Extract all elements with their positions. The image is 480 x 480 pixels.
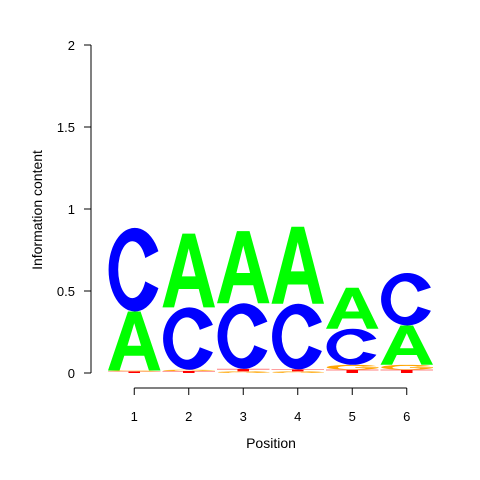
y-axis: 0 0.5 1 1.5 2	[57, 38, 92, 381]
logo-letter-G-pos1	[108, 370, 161, 372]
logo-letter-G-pos6	[381, 364, 433, 370]
logo-letter-G-pos4	[272, 371, 324, 374]
logo-letter-T-pos6	[380, 369, 433, 373]
logo-letters	[108, 226, 433, 374]
logo-letter-G-pos5	[326, 364, 379, 370]
logo-letter-A-pos2	[162, 233, 215, 308]
y-tick-label: 0.5	[57, 284, 75, 299]
logo-letter-C-pos2	[163, 307, 213, 370]
logo-letter-C-pos3	[217, 303, 268, 369]
y-tick-label: 2	[68, 38, 75, 53]
logo-letter-A-pos6	[380, 325, 433, 365]
y-tick-label: 1.5	[57, 120, 75, 135]
logo-letter-C-pos1	[108, 227, 159, 312]
logo-letter-G-pos2	[163, 369, 215, 372]
logo-letter-T-pos3	[217, 368, 270, 372]
y-tick-label: 1	[68, 202, 75, 217]
x-tick-label: 6	[403, 409, 410, 424]
logo-letter-G-pos3	[217, 371, 270, 374]
logo-letter-A-pos4	[271, 226, 324, 304]
x-axis: 1 2 3 4 5 6	[131, 387, 410, 424]
x-tick-label: 5	[349, 409, 356, 424]
logo-letter-C-pos4	[272, 303, 322, 370]
logo-letter-C-pos6	[381, 272, 431, 326]
y-axis-title: Information content	[29, 150, 45, 270]
logo-letter-T-pos2	[162, 371, 215, 373]
x-tick-label: 2	[185, 409, 192, 424]
logo-letter-T-pos4	[271, 369, 324, 372]
y-tick-label: 0	[68, 366, 75, 381]
logo-letter-C-pos5	[326, 328, 377, 365]
logo-letter-A-pos1	[108, 311, 161, 371]
logo-letter-T-pos1	[108, 371, 161, 373]
logo-letter-A-pos5	[326, 287, 379, 329]
x-tick-label: 3	[240, 409, 247, 424]
x-axis-title: Position	[246, 435, 296, 451]
logo-letter-T-pos5	[326, 369, 379, 373]
x-tick-label: 4	[294, 409, 301, 424]
logo-letter-A-pos3	[217, 231, 270, 304]
x-tick-label: 1	[131, 409, 138, 424]
